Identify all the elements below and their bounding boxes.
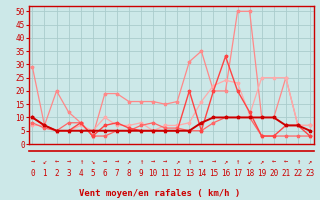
Text: ↑: ↑ [296,159,300,165]
Text: ←: ← [54,159,59,165]
Text: →: → [151,159,155,165]
Text: 22: 22 [293,169,302,178]
Text: 12: 12 [172,169,182,178]
Text: 1: 1 [42,169,47,178]
Text: 14: 14 [197,169,206,178]
Text: 16: 16 [221,169,230,178]
Text: 6: 6 [102,169,107,178]
Text: 0: 0 [30,169,35,178]
Text: →: → [67,159,71,165]
Text: ↗: ↗ [308,159,312,165]
Text: →: → [199,159,204,165]
Text: ←: ← [284,159,288,165]
Text: 10: 10 [148,169,158,178]
Text: 15: 15 [209,169,218,178]
Text: 3: 3 [66,169,71,178]
Text: ↙: ↙ [42,159,47,165]
Text: →: → [211,159,216,165]
Text: →: → [115,159,119,165]
Text: 8: 8 [127,169,131,178]
Text: 19: 19 [257,169,266,178]
Text: Vent moyen/en rafales ( km/h ): Vent moyen/en rafales ( km/h ) [79,189,241,198]
Text: ↑: ↑ [187,159,191,165]
Text: 18: 18 [245,169,254,178]
Text: ↗: ↗ [175,159,179,165]
Text: 21: 21 [281,169,291,178]
Text: ←: ← [272,159,276,165]
Text: →: → [103,159,107,165]
Text: 11: 11 [161,169,170,178]
Text: 4: 4 [78,169,83,178]
Text: →: → [163,159,167,165]
Text: 23: 23 [305,169,315,178]
Text: →: → [30,159,35,165]
Text: ↙: ↙ [247,159,252,165]
Text: 2: 2 [54,169,59,178]
Text: 7: 7 [115,169,119,178]
Text: ↗: ↗ [260,159,264,165]
Text: ↑: ↑ [236,159,240,165]
Text: 5: 5 [91,169,95,178]
Text: ↑: ↑ [79,159,83,165]
Text: ↗: ↗ [127,159,131,165]
Text: 13: 13 [185,169,194,178]
Text: ↘: ↘ [91,159,95,165]
Text: ↗: ↗ [223,159,228,165]
Text: 9: 9 [139,169,143,178]
Text: 17: 17 [233,169,242,178]
Text: 20: 20 [269,169,278,178]
Text: ↑: ↑ [139,159,143,165]
